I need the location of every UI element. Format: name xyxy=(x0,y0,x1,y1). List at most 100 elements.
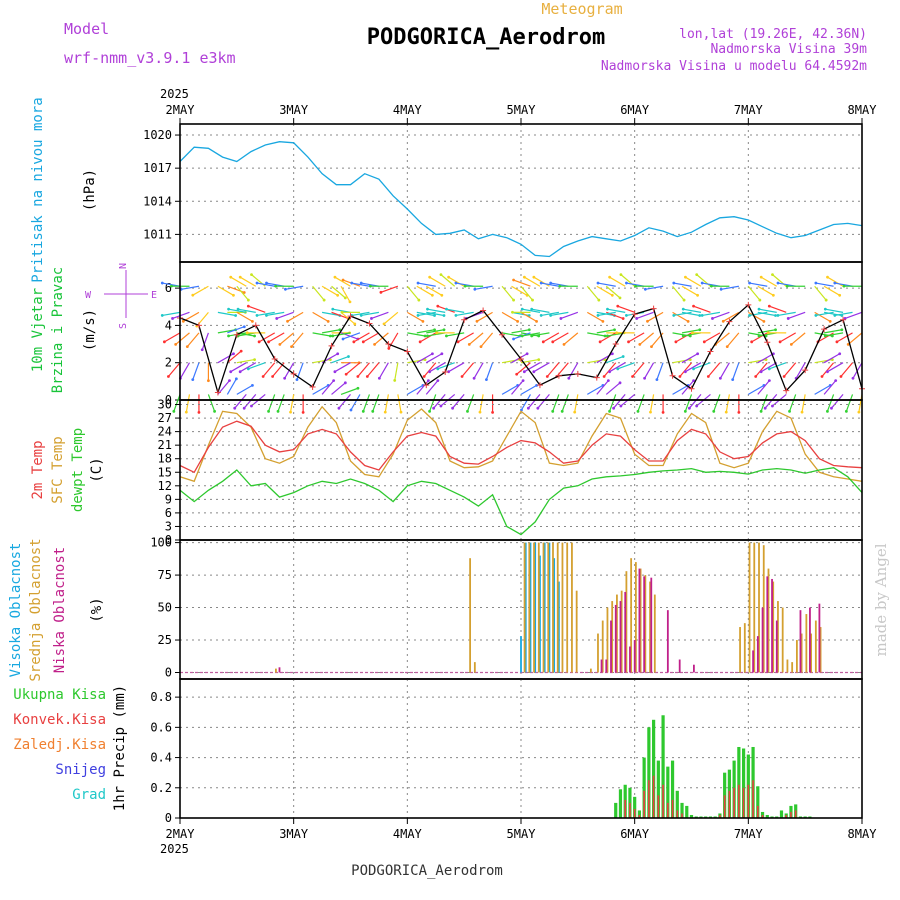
wind-vector xyxy=(363,332,380,343)
precip-bar xyxy=(652,719,656,818)
wind-vector-head xyxy=(336,352,340,356)
wind-speed-marker xyxy=(783,387,790,394)
wind-vector-head xyxy=(352,340,356,344)
wind-vector xyxy=(407,332,426,337)
temp-label-1: 2m Temp xyxy=(30,440,46,499)
top-date-label: 2MAY xyxy=(166,103,196,117)
wind-vector-head xyxy=(167,375,170,378)
wind-vector xyxy=(353,332,370,343)
ytick-label: 27 xyxy=(158,411,172,425)
wind-vector-head xyxy=(771,273,774,277)
wind-vector xyxy=(179,362,190,379)
wind-vector xyxy=(164,332,181,343)
wind-vector-head xyxy=(442,314,446,317)
wind-speed-marker xyxy=(536,382,543,389)
wind-vector-head xyxy=(447,275,451,279)
ytick-label: 50 xyxy=(158,601,172,615)
wind-vector-head xyxy=(242,325,246,329)
wind-vector xyxy=(312,384,329,395)
wind-vector xyxy=(230,362,247,373)
model-elevation: Nadmorska Visina u modelu 64.4592m xyxy=(601,59,867,74)
wind-vector xyxy=(425,380,439,395)
wind-vector-head xyxy=(290,345,293,349)
cloud-bar xyxy=(528,542,531,673)
ytick-label: 75 xyxy=(158,568,172,582)
top-date-label: 6MAY xyxy=(620,103,650,117)
precip-bar xyxy=(675,790,679,818)
wind-vector-head xyxy=(333,275,337,279)
wind-vector-head xyxy=(454,281,458,285)
pressure-label: Pritisak na nivou mora xyxy=(30,97,46,282)
wind-vector-head xyxy=(596,314,600,317)
cloud-bar xyxy=(633,640,636,673)
wind-speed-marker xyxy=(328,342,335,349)
wind-vector-head xyxy=(485,378,488,382)
cloud-bar xyxy=(775,620,778,673)
cloud-bar xyxy=(753,542,756,673)
wind-speed-marker xyxy=(764,339,771,346)
wind-vector-head xyxy=(692,367,695,371)
cloud-bar xyxy=(575,590,578,673)
wind-vector xyxy=(801,394,806,413)
wind-vector-head xyxy=(276,409,280,413)
wind-vector xyxy=(715,332,730,345)
precip-bar xyxy=(752,780,754,818)
temp-label-2: SFC Temp xyxy=(50,436,66,503)
precip-bar xyxy=(670,760,675,818)
wind-vector-head xyxy=(789,343,793,346)
wind-vector-head xyxy=(638,343,642,346)
wind-vector xyxy=(173,394,181,412)
wind-vector-head xyxy=(696,352,700,356)
cloud-bar xyxy=(542,542,545,673)
panel-frame xyxy=(179,123,863,263)
wind-vector-head xyxy=(619,404,623,408)
wind-vector-head xyxy=(337,406,341,410)
wind-vector xyxy=(721,285,739,290)
wind-vector xyxy=(552,332,569,343)
wind-vector xyxy=(228,308,247,313)
wind-vector-head xyxy=(338,328,342,332)
wind-vector xyxy=(520,394,531,411)
wind-vector-head xyxy=(706,375,710,378)
wind-vector xyxy=(681,285,698,296)
wind-vector-head xyxy=(737,411,741,414)
cloud-bar xyxy=(616,594,618,673)
wind-vector xyxy=(266,311,285,317)
cloud-label-1: Visoka Oblacnost xyxy=(8,543,24,678)
wind-vector-head xyxy=(712,409,716,413)
wind-vector-head xyxy=(430,293,434,297)
model-value: wrf-nmm_v3.9.1 e3km xyxy=(64,49,236,67)
cloud-bar xyxy=(781,607,784,673)
wind-vector xyxy=(823,353,841,364)
wind-vector-head xyxy=(838,293,842,297)
precip-bar xyxy=(638,814,641,818)
ytick-label: 1011 xyxy=(143,227,172,241)
wind-speed-marker xyxy=(707,348,714,355)
wind-vector-head xyxy=(834,379,838,383)
wind-vector-head xyxy=(541,340,545,344)
precip-bar xyxy=(614,802,618,818)
wind-vector-head xyxy=(532,370,536,374)
wind-vector-head xyxy=(535,319,538,323)
cloud-bar xyxy=(547,542,550,673)
wind-vector xyxy=(501,332,520,337)
wind-vector xyxy=(457,332,474,343)
wind-speed-marker xyxy=(688,385,695,392)
wind-vector xyxy=(446,308,465,313)
wind-vector xyxy=(511,329,530,334)
wind-vector xyxy=(350,394,361,411)
wind-vector-head xyxy=(246,298,250,302)
wind-vector-head xyxy=(748,314,751,317)
wind-vector xyxy=(380,285,399,293)
wind-vector xyxy=(455,311,474,317)
precip-bar xyxy=(790,811,792,818)
wind-vector-head xyxy=(828,319,832,323)
wind-vector xyxy=(351,282,370,287)
wind-vector-head xyxy=(748,281,751,285)
wind-vector xyxy=(448,276,465,287)
wind-vector xyxy=(429,394,437,412)
wind-vector xyxy=(552,394,560,412)
wind-vector-head xyxy=(759,275,763,279)
wind-vector-head xyxy=(602,375,606,378)
wind-vector-head xyxy=(655,378,659,382)
